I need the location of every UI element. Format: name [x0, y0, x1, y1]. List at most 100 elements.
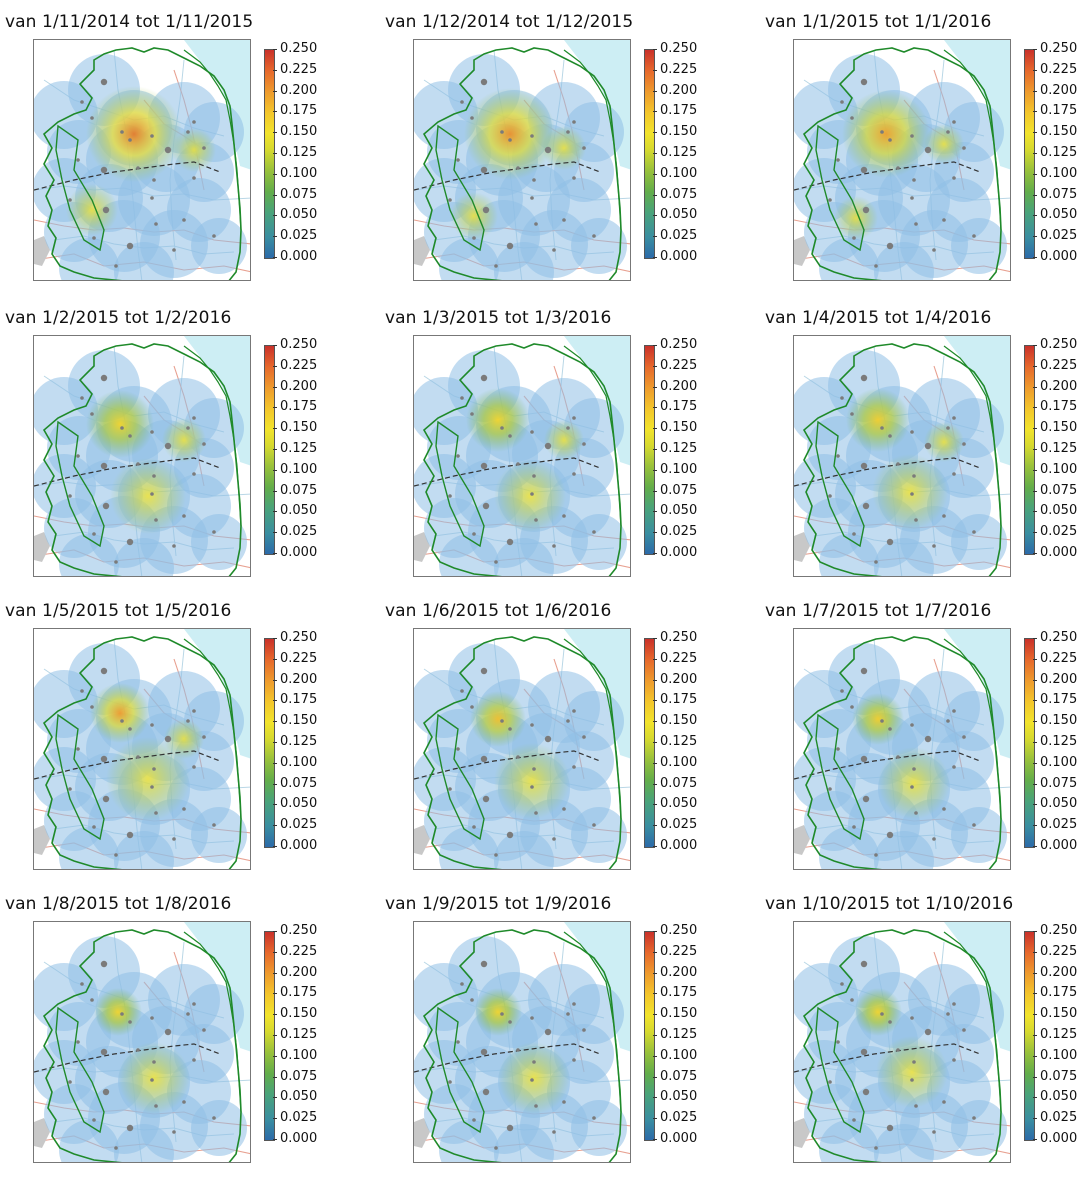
event-marker [592, 530, 596, 534]
density-hotspot [876, 1036, 948, 1108]
colorbar-tick: 0.225 [653, 358, 734, 374]
colorbar-tick: 0.025 [273, 228, 354, 244]
colorbar-tick-label: 0.125 [660, 734, 698, 749]
coverage-blob [191, 807, 247, 863]
colorbar [644, 345, 655, 555]
region-boundary [422, 929, 622, 1162]
event-marker [182, 514, 186, 518]
event-marker [456, 747, 460, 751]
colorbar-tick: 0.175 [653, 399, 734, 415]
event-marker [500, 1012, 504, 1016]
event-marker [76, 454, 80, 458]
event-marker [572, 176, 576, 180]
coverage-blob [114, 831, 174, 869]
density-hotspot [846, 388, 910, 452]
event-marker [136, 462, 140, 466]
event-marker [952, 120, 956, 124]
colorbar-tick-label: 0.025 [280, 817, 318, 833]
sea-area [944, 629, 1010, 759]
colorbar-tick: 0.225 [273, 651, 354, 667]
event-marker [572, 472, 576, 476]
colorbar-tick: 0.075 [1033, 187, 1090, 203]
heatmap-svg [34, 922, 250, 1162]
colorbar-ticks: 0.250 0.225 0.200 0.175 0.150 0.125 0.100 0.075… [273, 41, 354, 264]
colorbar-tick: 0.250 [653, 630, 734, 646]
map-panel-1: van 1/11/2014 tot 1/11/2015 0.250 0.225 0.… [0, 12, 363, 297]
event-marker [860, 166, 868, 174]
event-marker [896, 1048, 900, 1052]
event-marker [128, 138, 132, 142]
colorbar-tick: 0.075 [273, 187, 354, 203]
panel-title: van 1/3/2015 tot 1/3/2016 [385, 308, 612, 328]
event-marker [828, 1080, 832, 1084]
coast-boundary [183, 638, 242, 820]
colorbar-tick-label: 0.175 [1040, 399, 1078, 415]
event-marker [92, 236, 96, 240]
event-marker [120, 130, 124, 134]
event-marker [76, 1040, 80, 1044]
event-marker [172, 1130, 176, 1134]
event-marker [952, 1058, 956, 1062]
coverage-blob [951, 1100, 1007, 1156]
coverage-blob [874, 831, 934, 869]
event-marker [544, 1028, 552, 1036]
colorbar-tick: 0.150 [1033, 1006, 1090, 1022]
colorbar-tick: 0.000 [653, 545, 734, 561]
event-marker [150, 430, 154, 434]
heatmap-svg [34, 629, 250, 869]
colorbar [264, 49, 275, 259]
event-marker [136, 166, 140, 170]
colorbar-tick-label: 0.150 [280, 124, 318, 140]
colorbar-tick-label: 0.050 [660, 1089, 698, 1105]
event-marker [212, 234, 216, 238]
colorbar-tick: 0.175 [653, 692, 734, 708]
heatmap-svg [794, 40, 1010, 280]
colorbar-tick-label: 0.125 [1040, 441, 1078, 456]
colorbar-ticks: 0.250 0.225 0.200 0.175 0.150 0.125 0.100 0.075… [653, 630, 734, 853]
colorbar-tick-label: 0.050 [1040, 503, 1078, 519]
colorbar-tick-label: 0.100 [1040, 1047, 1078, 1063]
colorbar-tick: 0.100 [273, 755, 354, 771]
event-marker [914, 1104, 918, 1108]
colorbar-tick: 0.150 [653, 420, 734, 436]
colorbar-tick-label: 0.100 [660, 165, 698, 181]
coverage-blob [951, 807, 1007, 863]
event-marker [566, 1012, 570, 1016]
colorbar-tick-label: 0.075 [660, 482, 698, 498]
event-marker [942, 807, 946, 811]
event-marker [472, 236, 476, 240]
event-marker [952, 765, 956, 769]
density-hotspot [494, 460, 566, 532]
colorbar-tick-label: 0.075 [280, 1068, 318, 1084]
event-marker [192, 472, 196, 476]
event-marker [530, 492, 534, 496]
event-marker [592, 234, 596, 238]
colorbar-tick-label: 0.150 [1040, 124, 1078, 140]
density-hotspot [854, 988, 902, 1036]
coast-boundary [943, 49, 1002, 231]
event-marker [494, 560, 498, 564]
event-marker [456, 158, 460, 162]
event-marker [126, 538, 134, 546]
map-panel-10: van 1/8/2015 tot 1/8/2016 0.250 0.225 0.20… [0, 894, 363, 1179]
event-marker [896, 166, 900, 170]
colorbar-tick: 0.025 [653, 817, 734, 833]
colorbar-tick-label: 0.000 [1040, 249, 1078, 264]
colorbar-tick: 0.025 [1033, 524, 1090, 540]
colorbar-tick-label: 0.175 [1040, 985, 1078, 1001]
colorbar-ticks: 0.250 0.225 0.200 0.175 0.150 0.125 0.100 0.075… [1033, 41, 1090, 264]
colorbar-ticks: 0.250 0.225 0.200 0.175 0.150 0.125 0.100 0.075… [273, 923, 354, 1146]
colorbar-tick-label: 0.150 [280, 420, 318, 436]
colorbar-tick-label: 0.200 [660, 964, 698, 980]
event-marker [860, 374, 868, 382]
event-marker [186, 426, 190, 430]
colorbar-tick-label: 0.100 [280, 1047, 318, 1063]
colorbar-tick: 0.175 [273, 985, 354, 1001]
urban-area [414, 236, 430, 266]
coverage-blob [59, 534, 119, 576]
colorbar-tick-label: 0.100 [1040, 754, 1078, 770]
map-panel-7: van 1/5/2015 tot 1/5/2016 0.250 0.225 0.20… [0, 601, 363, 886]
event-marker [448, 1080, 452, 1084]
map-panel-4: van 1/2/2015 tot 1/2/2016 0.250 0.225 0.20… [0, 308, 363, 593]
colorbar-tick-label: 0.250 [660, 630, 698, 645]
